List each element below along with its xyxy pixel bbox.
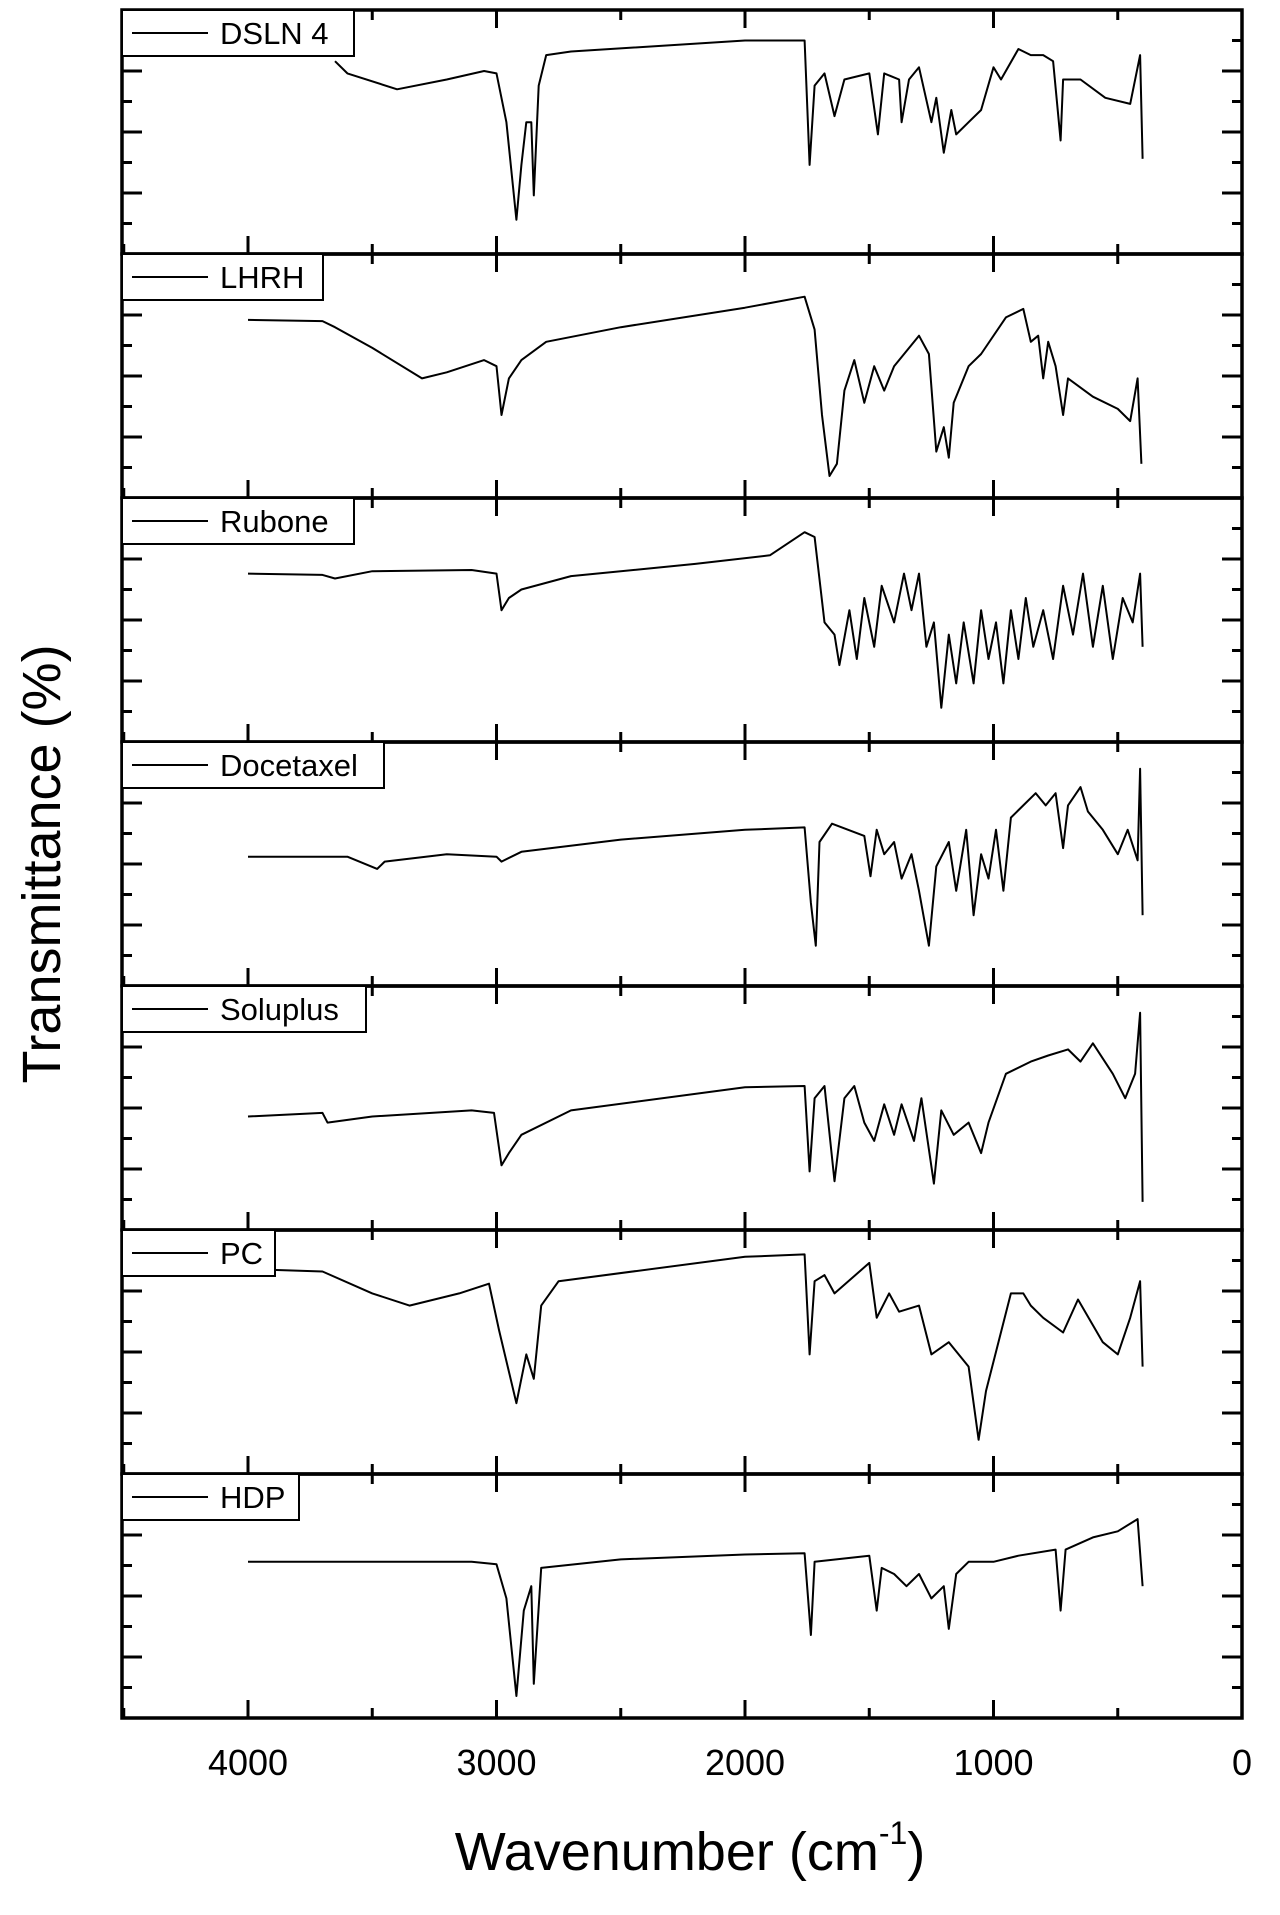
legend-box (121, 741, 385, 789)
spectrum-line (247, 295, 1143, 477)
spectrum-line (248, 767, 1144, 947)
legend-box (121, 9, 355, 57)
panel-soluplus: Soluplus (120, 984, 1244, 1232)
x-axis-label-superscript: -1 (879, 1815, 907, 1851)
legend-label: DSLN 4 (220, 16, 329, 51)
panel-hdp: HDP (120, 1472, 1244, 1720)
x-axis-label-close: ) (907, 1822, 925, 1882)
x-tick-label: 0 (1232, 1742, 1252, 1783)
spectrum-line (334, 39, 1144, 221)
spectrum-line (247, 531, 1144, 709)
legend-label: Docetaxel (220, 748, 358, 783)
legend: HDP (121, 1473, 300, 1521)
panel-docetaxel: Docetaxel (120, 740, 1244, 988)
x-axis-label-main: Wavenumber (cm (455, 1822, 879, 1882)
legend-label: Soluplus (220, 992, 339, 1027)
x-axis-label: Wavenumber (cm-1) (455, 1815, 926, 1882)
panel-dsln-4: DSLN 4 (120, 8, 1244, 256)
x-tick-label: 1000 (953, 1742, 1033, 1783)
legend-label: Rubone (220, 504, 329, 539)
panel-frame (120, 1228, 1244, 1476)
legend: Rubone (121, 497, 355, 545)
y-axis-label: Transmittance (%) (12, 644, 72, 1083)
panel-lhrh: LHRH (120, 252, 1244, 500)
legend: Soluplus (121, 985, 367, 1033)
x-tick-labels: 4000 3000 2000 1000 0 (208, 1742, 1252, 1783)
spectrum-line (247, 1253, 1144, 1441)
spectrum-line (248, 1518, 1144, 1697)
legend: LHRH (121, 253, 324, 301)
legend: DSLN 4 (121, 9, 355, 57)
panel-rubone: Rubone (120, 496, 1244, 744)
x-tick-label: 4000 (208, 1742, 288, 1783)
legend: PC (121, 1229, 276, 1277)
legend-label: PC (220, 1236, 263, 1271)
panel-pc: PC (120, 1228, 1244, 1476)
x-tick-label: 2000 (705, 1742, 785, 1783)
legend-label: HDP (220, 1480, 285, 1515)
legend-label: LHRH (220, 260, 304, 295)
spectrum-line (247, 1011, 1144, 1202)
legend: Docetaxel (121, 741, 385, 789)
x-tick-label: 3000 (456, 1742, 536, 1783)
panels: DSLN 4 LHRH Rubone Docetaxel Soluplus PC HDP (120, 8, 1244, 1720)
